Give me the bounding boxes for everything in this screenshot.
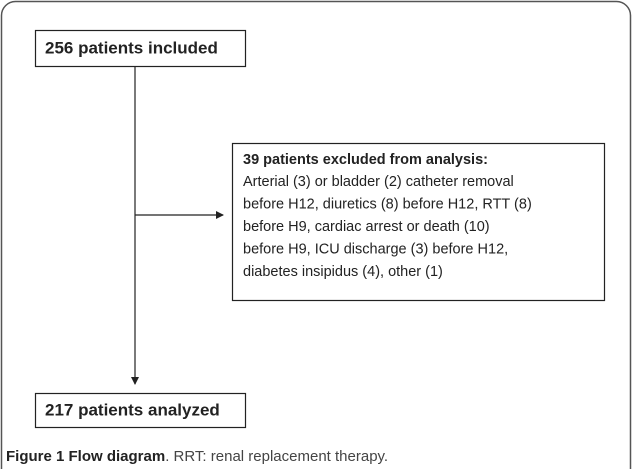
included-label: 256 patients included [45, 38, 218, 57]
included-box [34, 29, 247, 68]
caption-label: Figure 1 Flow diagram [6, 448, 165, 465]
caption: Figure 1 Flow diagram. RRT: renal replac… [6, 448, 388, 465]
excluded-line: diabetes insipidus (4), other (1) [243, 264, 443, 280]
excluded-line: Arterial (3) or bladder (2) catheter rem… [243, 174, 514, 190]
excluded-line: before H9, ICU discharge (3) before H12, [243, 241, 508, 257]
analyzed-label: 217 patients analyzed [45, 400, 220, 419]
excluded-line: before H12, diuretics (8) before H12, RT… [243, 196, 532, 212]
analyzed-box [34, 392, 247, 429]
caption-text: . RRT: renal replacement therapy. [165, 448, 388, 465]
excluded-line: before H9, cardiac arrest or death (10) [243, 219, 490, 235]
excluded-title: 39 patients excluded from analysis: [243, 152, 488, 168]
excluded-box [231, 142, 606, 302]
